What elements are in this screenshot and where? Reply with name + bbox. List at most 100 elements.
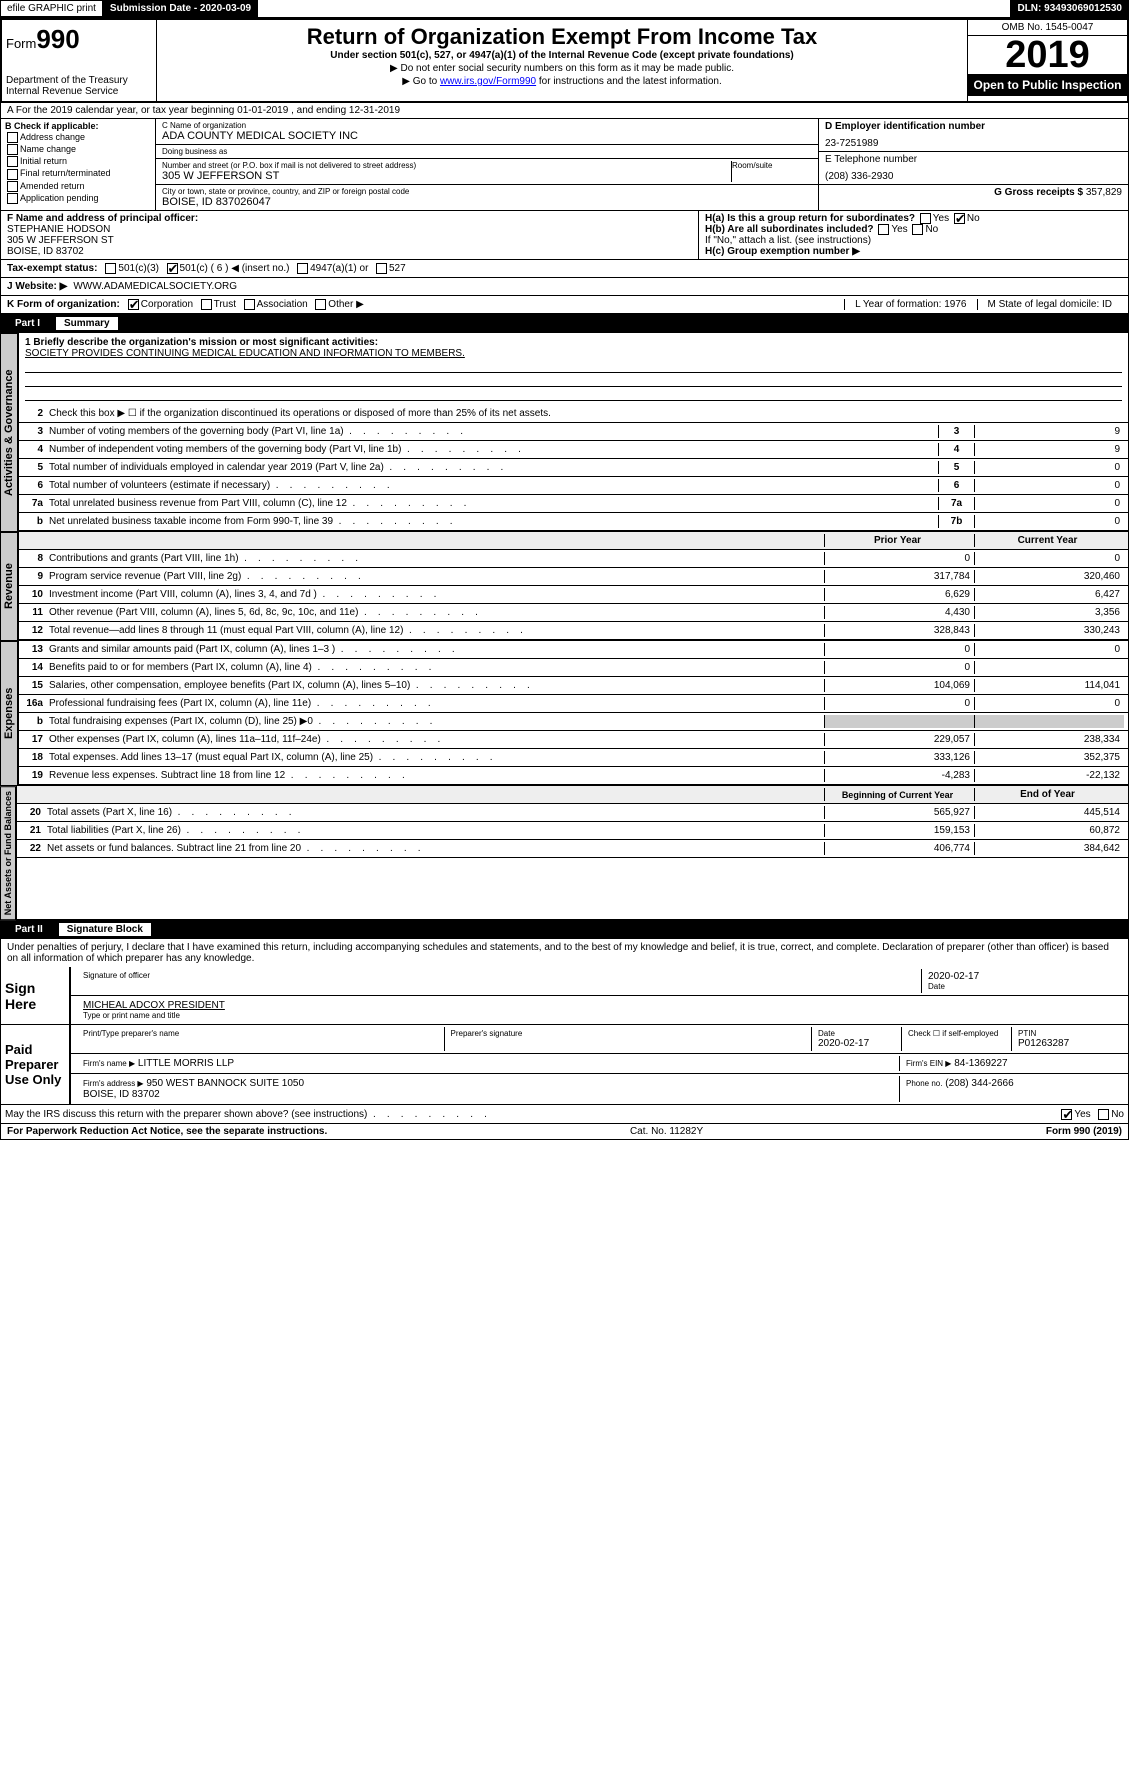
row-klm: K Form of organization: Corporation Trus… <box>0 296 1129 314</box>
hc-row: H(c) Group exemption number ▶ <box>705 246 1122 257</box>
line-19: 19Revenue less expenses. Subtract line 1… <box>19 767 1128 785</box>
discuss-row: May the IRS discuss this return with the… <box>1 1105 1128 1123</box>
top-bar: efile GRAPHIC print Submission Date - 20… <box>0 0 1129 18</box>
q2: 2Check this box ▶ ☐ if the organization … <box>19 405 1128 423</box>
form-number: Form990 <box>6 24 152 55</box>
ha-no[interactable] <box>954 213 965 224</box>
website-row: J Website: ▶ WWW.ADAMEDICALSOCIETY.ORG <box>0 278 1129 296</box>
part2-header: Part II Signature Block <box>0 920 1129 939</box>
vtab-revenue: Revenue <box>0 532 18 641</box>
ts-4947[interactable] <box>297 263 308 274</box>
tax-status-row: Tax-exempt status: 501(c)(3) 501(c) ( 6 … <box>0 260 1129 278</box>
paid-preparer-label: Paid Preparer Use Only <box>1 1025 71 1104</box>
officer-value: STEPHANIE HODSON 305 W JEFFERSON ST BOIS… <box>7 224 692 257</box>
section-revenue: Revenue Prior Year Current Year 8Contrib… <box>0 532 1129 641</box>
line-b: bNet unrelated business taxable income f… <box>19 513 1128 531</box>
dba: Doing business as <box>156 145 818 159</box>
footer-form: Form 990 (2019) <box>1046 1126 1122 1137</box>
ts-501c3[interactable] <box>105 263 116 274</box>
line-18: 18Total expenses. Add lines 13–17 (must … <box>19 749 1128 767</box>
line-9: 9Program service revenue (Part VIII, lin… <box>19 568 1128 586</box>
gross-receipts: G Gross receipts $ 357,829 <box>819 185 1128 200</box>
line-13: 13Grants and similar amounts paid (Part … <box>19 641 1128 659</box>
line-17: 17Other expenses (Part IX, column (A), l… <box>19 731 1128 749</box>
k-trust[interactable] <box>201 299 212 310</box>
line-10: 10Investment income (Part VIII, column (… <box>19 586 1128 604</box>
open-inspection: Open to Public Inspection <box>968 74 1127 96</box>
k-corp[interactable] <box>128 299 139 310</box>
officer-label: F Name and address of principal officer: <box>7 213 198 224</box>
city-row: City or town, state or province, country… <box>156 185 818 210</box>
block-identity: B Check if applicable: Address change Na… <box>0 119 1129 211</box>
phone: E Telephone number (208) 336-2930 <box>819 152 1128 185</box>
hb-no[interactable] <box>912 224 923 235</box>
signature-block: Under penalties of perjury, I declare th… <box>0 939 1129 1124</box>
line-14: 14Benefits paid to or for members (Part … <box>19 659 1128 677</box>
form-header: Form990 Department of the Treasury Inter… <box>0 18 1129 103</box>
line-20: 20Total assets (Part X, line 16)565,9274… <box>17 804 1128 822</box>
vtab-net: Net Assets or Fund Balances <box>0 786 16 920</box>
line-15: 15Salaries, other compensation, employee… <box>19 677 1128 695</box>
line-3: 3Number of voting members of the governi… <box>19 423 1128 441</box>
vtab-expenses: Expenses <box>0 641 18 786</box>
ts-527[interactable] <box>376 263 387 274</box>
cb-app-pending[interactable]: Application pending <box>5 193 151 204</box>
k-other[interactable] <box>315 299 326 310</box>
sign-here-label: Sign Here <box>1 967 71 1024</box>
cb-name-change[interactable]: Name change <box>5 144 151 155</box>
website-value: WWW.ADAMEDICALSOCIETY.ORG <box>73 281 237 292</box>
block-officer-group: F Name and address of principal officer:… <box>0 211 1129 260</box>
footer-cat: Cat. No. 11282Y <box>630 1126 703 1137</box>
ha-row: H(a) Is this a group return for subordin… <box>705 213 1122 224</box>
ein: D Employer identification number 23-7251… <box>819 119 1128 152</box>
discuss-yes[interactable] <box>1061 1109 1072 1120</box>
discuss-no[interactable] <box>1098 1109 1109 1120</box>
form-title: Return of Organization Exempt From Incom… <box>165 24 959 50</box>
k-assoc[interactable] <box>244 299 255 310</box>
line-11: 11Other revenue (Part VIII, column (A), … <box>19 604 1128 622</box>
org-name: C Name of organization ADA COUNTY MEDICA… <box>156 119 818 145</box>
form-subtitle: Under section 501(c), 527, or 4947(a)(1)… <box>165 50 959 61</box>
ts-501c[interactable] <box>167 263 178 274</box>
footer-left: For Paperwork Reduction Act Notice, see … <box>7 1126 327 1137</box>
note-ssn: ▶ Do not enter social security numbers o… <box>165 63 959 74</box>
line-7a: 7aTotal unrelated business revenue from … <box>19 495 1128 513</box>
efile-label: efile GRAPHIC print <box>0 0 103 17</box>
address-row: Number and street (or P.O. box if mail i… <box>156 159 818 185</box>
vtab-governance: Activities & Governance <box>0 333 18 532</box>
line-4: 4Number of independent voting members of… <box>19 441 1128 459</box>
line-6: 6Total number of volunteers (estimate if… <box>19 477 1128 495</box>
cb-amended[interactable]: Amended return <box>5 181 151 192</box>
submission-date: Submission Date - 2020-03-09 <box>103 0 258 17</box>
hb-yes[interactable] <box>878 224 889 235</box>
q1: 1 Briefly describe the organization's mi… <box>19 333 1128 405</box>
line-16a: 16aProfessional fundraising fees (Part I… <box>19 695 1128 713</box>
line-21: 21Total liabilities (Part X, line 26)159… <box>17 822 1128 840</box>
ha-yes[interactable] <box>920 213 931 224</box>
footer: For Paperwork Reduction Act Notice, see … <box>0 1124 1129 1140</box>
section-net: Net Assets or Fund Balances Beginning of… <box>0 786 1129 920</box>
net-col-header: Beginning of Current Year End of Year <box>17 786 1128 804</box>
tax-year: 2019 <box>968 36 1127 74</box>
line-8: 8Contributions and grants (Part VIII, li… <box>19 550 1128 568</box>
department: Department of the Treasury Internal Reve… <box>6 75 152 97</box>
irs-link[interactable]: www.irs.gov/Form990 <box>440 76 536 87</box>
cb-address-change[interactable]: Address change <box>5 132 151 143</box>
section-governance: Activities & Governance 1 Briefly descri… <box>0 333 1129 532</box>
part1-header: Part I Summary <box>0 314 1129 333</box>
section-expenses: Expenses 13Grants and similar amounts pa… <box>0 641 1129 786</box>
line-5: 5Total number of individuals employed in… <box>19 459 1128 477</box>
state-domicile: M State of legal domicile: ID <box>977 299 1123 310</box>
dln: DLN: 93493069012530 <box>1010 0 1129 17</box>
hb-note: If "No," attach a list. (see instruction… <box>705 235 1122 246</box>
line-22: 22Net assets or fund balances. Subtract … <box>17 840 1128 858</box>
cb-final-return[interactable]: Final return/terminated <box>5 168 151 179</box>
cb-initial-return[interactable]: Initial return <box>5 156 151 167</box>
col-header: Prior Year Current Year <box>19 532 1128 550</box>
perjury-text: Under penalties of perjury, I declare th… <box>1 939 1128 967</box>
line-b: bTotal fundraising expenses (Part IX, co… <box>19 713 1128 731</box>
year-formation: L Year of formation: 1976 <box>844 299 976 310</box>
hb-row: H(b) Are all subordinates included? Yes … <box>705 224 1122 235</box>
col-b-checkboxes: B Check if applicable: Address change Na… <box>1 119 156 210</box>
row-a-period: A For the 2019 calendar year, or tax yea… <box>0 103 1129 119</box>
